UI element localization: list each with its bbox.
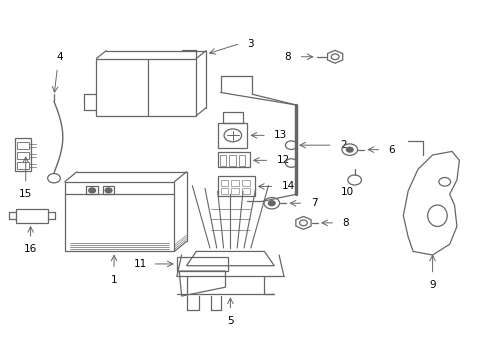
Circle shape: [105, 188, 112, 193]
Text: 12: 12: [277, 156, 290, 165]
Text: 6: 6: [389, 145, 395, 155]
Bar: [223, 112, 243, 123]
Text: 2: 2: [340, 140, 346, 150]
Bar: [220, 155, 226, 166]
Bar: [242, 188, 250, 194]
Bar: [239, 155, 245, 166]
Bar: [218, 153, 250, 167]
Text: 5: 5: [227, 316, 234, 326]
Bar: [177, 257, 228, 271]
Circle shape: [269, 201, 275, 206]
Bar: [15, 138, 30, 171]
Bar: [16, 208, 48, 223]
Text: 10: 10: [341, 187, 354, 197]
Bar: [242, 180, 250, 186]
Bar: [218, 123, 247, 148]
Text: 8: 8: [285, 52, 291, 62]
Text: 14: 14: [282, 181, 295, 192]
Bar: [103, 186, 115, 194]
Text: 4: 4: [56, 52, 63, 62]
Bar: [231, 180, 239, 186]
Bar: [220, 188, 228, 194]
Bar: [65, 182, 174, 251]
Circle shape: [346, 147, 353, 152]
Bar: [231, 188, 239, 194]
Text: 9: 9: [429, 280, 436, 290]
Bar: [17, 162, 29, 169]
Bar: [86, 186, 98, 194]
Text: 8: 8: [343, 218, 349, 228]
Circle shape: [89, 188, 96, 193]
Bar: [220, 180, 228, 186]
Bar: [17, 152, 29, 159]
Text: 1: 1: [111, 275, 118, 285]
Text: 11: 11: [134, 259, 147, 269]
Text: 15: 15: [19, 189, 32, 199]
Text: 7: 7: [311, 198, 318, 208]
Text: 13: 13: [274, 130, 288, 140]
Bar: [229, 155, 236, 166]
Text: 3: 3: [247, 39, 254, 49]
Bar: [97, 59, 196, 116]
Bar: [17, 142, 29, 149]
Text: 16: 16: [24, 244, 37, 254]
Bar: [218, 176, 255, 196]
